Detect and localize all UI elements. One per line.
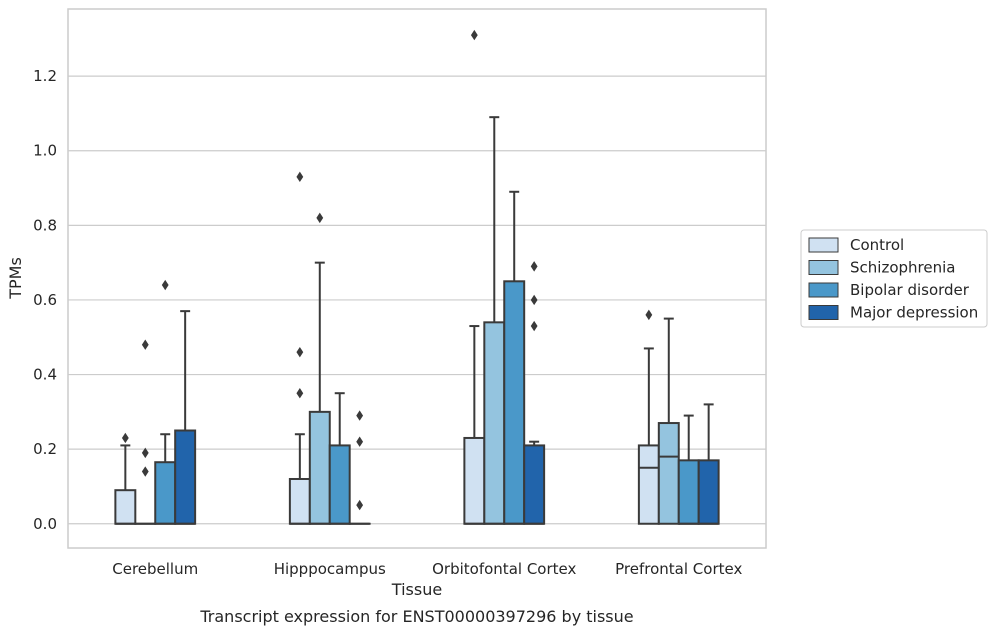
outlier-marker [161,279,169,291]
box-body [697,459,720,525]
box-body [154,461,177,525]
box-major-depression [348,410,371,525]
box-body [114,489,137,525]
box-schizophrenia [483,116,506,525]
box-body [503,280,526,525]
legend-frame [800,229,988,328]
x-tick-label: Prefrontal Cortex [615,560,742,578]
box-bipolar-disorder [328,392,351,525]
legend-item-bipolar-disorder: Bipolar disorder [808,281,970,299]
box-major-depression [523,261,546,525]
box-body [288,477,311,525]
outlier-marker [530,320,538,332]
y-tick-label: 0.6 [33,291,57,309]
x-tick-label: Cerebellum [112,560,198,578]
chart-caption: Transcript expression for ENST0000039729… [199,607,633,626]
box-control [114,432,137,525]
outlier-marker [530,294,538,306]
x-tick-label: Hipppocampus [274,560,386,578]
legend-item-major-depression: Major depression [808,304,978,322]
outlier-marker [296,171,304,183]
outlier-marker [470,29,478,41]
outlier-marker [141,339,149,350]
box-bipolar-disorder [677,414,700,525]
outlier-marker [316,212,324,224]
y-tick-label: 0.8 [33,216,57,234]
x-axis-title: Tissue [391,580,442,599]
box-body [523,444,546,525]
boxes [114,29,720,525]
y-tick-labels: 0.0 0.2 0.4 0.6 0.8 1.0 1.2 [33,67,57,533]
y-tick-label: 0.4 [33,366,57,384]
box-schizophrenia [308,212,331,525]
legend-item-schizophrenia: Schizophrenia [808,259,955,277]
box-control [463,29,486,525]
outlier-marker [530,261,538,272]
box-control [288,171,311,525]
outlier-marker [296,346,304,358]
legend-swatch [808,282,839,298]
legend-label: Bipolar disorder [850,281,970,299]
box-body [308,410,331,525]
outlier-marker [356,436,364,447]
outlier-marker [121,432,129,444]
outlier-marker [356,410,364,421]
box-body [463,436,486,525]
box-major-depression [697,403,720,525]
y-tick-label: 0.0 [33,515,57,533]
y-tick-label: 1.0 [33,142,57,160]
x-tick-label: Orbitofontal Cortex [432,560,576,578]
legend-swatch [808,237,839,253]
box-body [677,459,700,525]
outlier-marker [356,499,364,511]
box-major-depression [174,310,197,525]
box-body [328,444,351,525]
y-tick-label: 0.2 [33,440,57,458]
legend-label: Major depression [850,304,978,322]
legend-item-control: Control [808,236,904,254]
plot-frame [67,8,767,549]
box-bipolar-disorder [503,190,526,525]
box-body [657,422,680,525]
x-tick-labels: Cerebellum Hipppocampus Orbitofontal Corte… [112,560,742,578]
legend-swatch [808,260,839,275]
box-bipolar-disorder [154,279,177,525]
y-axis-title: TPMs [6,257,25,300]
y-tick-label: 1.2 [33,67,57,85]
box-body [483,321,506,525]
box-schizophrenia [134,339,157,525]
legend-label: Schizophrenia [850,259,955,277]
box-body [174,429,197,525]
legend-swatch [808,305,839,320]
box-control [637,309,660,525]
legend: Control Schizophrenia Bipolar disorder Majo… [800,229,988,328]
outlier-marker [141,466,149,477]
outlier-marker [296,388,304,399]
legend-label: Control [850,236,904,254]
outlier-marker [645,309,653,321]
box-body [637,444,660,525]
outlier-marker [141,447,149,459]
box-schizophrenia [657,317,680,525]
